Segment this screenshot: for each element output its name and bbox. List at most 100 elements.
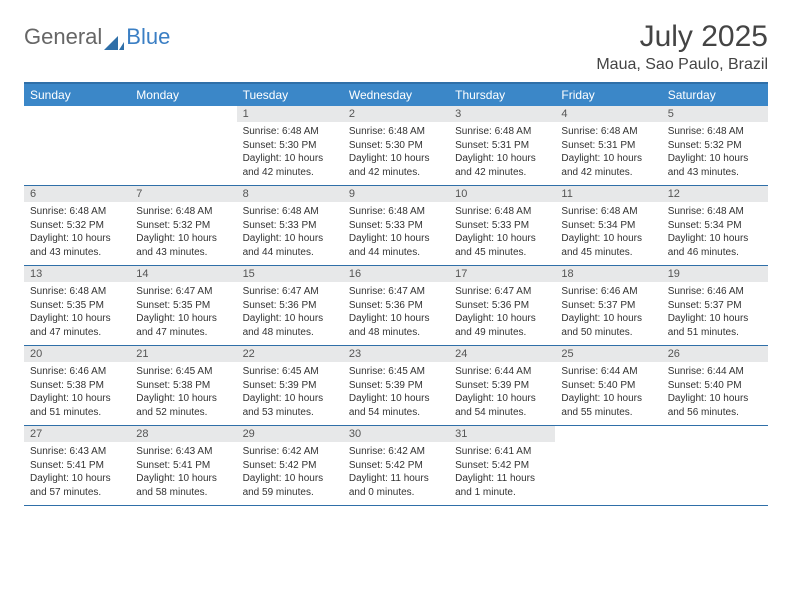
sunset-text: Sunset: 5:42 PM	[349, 459, 443, 473]
day-number: 5	[662, 106, 768, 122]
daylight-text: Daylight: 10 hours and 43 minutes.	[668, 152, 762, 179]
day-number: 24	[449, 346, 555, 362]
day-cell: Sunrise: 6:48 AMSunset: 5:33 PMDaylight:…	[343, 202, 449, 265]
day-content-row: Sunrise: 6:43 AM Sunset: 5:41 PM Daylight:…	[24, 442, 768, 505]
day-cell: Sunrise: 6:48 AMSunset: 5:35 PMDaylight:…	[24, 282, 130, 345]
daylight-text: Daylight: 10 hours and 42 minutes.	[455, 152, 549, 179]
sunrise-text: Sunrise: 6:45 AM	[243, 365, 337, 379]
daylight-text: Daylight: 11 hours and 0 minutes.	[349, 472, 443, 499]
day-number: 13	[24, 266, 130, 282]
day-number: 7	[130, 186, 236, 202]
day-cell: Sunrise: 6:41 AMSunset: 5:42 PMDaylight:…	[449, 442, 555, 505]
sunrise-text: Sunrise: 6:48 AM	[349, 125, 443, 139]
day-content-row: Sunrise: 6:46 AMSunset: 5:38 PMDaylight:…	[24, 362, 768, 425]
day-cell	[555, 442, 661, 505]
daylight-text: Daylight: 10 hours and 58 minutes.	[136, 472, 230, 499]
daylight-text: Daylight: 10 hours and 52 minutes.	[136, 392, 230, 419]
sunset-text: Sunset: 5:33 PM	[349, 219, 443, 233]
daylight-text: Daylight: 10 hours and 44 minutes.	[243, 232, 337, 259]
day-number	[555, 426, 661, 442]
day-cell: Sunrise: 6:46 AMSunset: 5:38 PMDaylight:…	[24, 362, 130, 425]
calendar: SundayMondayTuesdayWednesdayThursdayFrid…	[24, 82, 768, 506]
day-number: 8	[237, 186, 343, 202]
day-cell: Sunrise: 6:44 AMSunset: 5:40 PMDaylight:…	[662, 362, 768, 425]
logo-text-1: General	[24, 24, 102, 50]
day-cell: Sunrise: 6:47 AMSunset: 5:35 PMDaylight:…	[130, 282, 236, 345]
sunrise-text: Sunrise: 6:44 AM	[455, 365, 549, 379]
day-cell: Sunrise: 6:43 AMSunset: 5:41 PMDaylight:…	[130, 442, 236, 505]
sunrise-text: Sunrise: 6:48 AM	[561, 125, 655, 139]
day-cell	[24, 122, 130, 185]
sunset-text: Sunset: 5:42 PM	[455, 459, 549, 473]
day-header-row: SundayMondayTuesdayWednesdayThursdayFrid…	[24, 84, 768, 106]
day-content-row: Sunrise: 6:48 AMSunset: 5:30 PMDaylight:…	[24, 122, 768, 185]
day-content-row: Sunrise: 6:48 AMSunset: 5:35 PMDaylight:…	[24, 282, 768, 345]
sunrise-text: Sunrise: 6:48 AM	[243, 125, 337, 139]
day-number: 25	[555, 346, 661, 362]
day-cell	[662, 442, 768, 505]
daylight-text: Daylight: 10 hours and 54 minutes.	[455, 392, 549, 419]
sunset-text: Sunset: 5:31 PM	[455, 139, 549, 153]
sunrise-text: Sunrise: 6:42 AM	[349, 445, 443, 459]
day-header: Sunday	[24, 84, 130, 106]
sunrise-text: Sunrise: 6:47 AM	[243, 285, 337, 299]
week-row: 13141516171819Sunrise: 6:48 AMSunset: 5:…	[24, 266, 768, 346]
sunset-text: Sunset: 5:41 PM	[30, 459, 124, 473]
daylight-text: Daylight: 10 hours and 55 minutes.	[561, 392, 655, 419]
sunrise-text: Sunrise: 6:48 AM	[668, 125, 762, 139]
daylight-text: Daylight: 10 hours and 47 minutes.	[30, 312, 124, 339]
sunrise-text: Sunrise: 6:45 AM	[136, 365, 230, 379]
day-number: 3	[449, 106, 555, 122]
day-number: 28	[130, 426, 236, 442]
sunrise-text: Sunrise: 6:47 AM	[136, 285, 230, 299]
sunset-text: Sunset: 5:33 PM	[243, 219, 337, 233]
day-number: 26	[662, 346, 768, 362]
sunrise-text: Sunrise: 6:48 AM	[668, 205, 762, 219]
logo-text-2: Blue	[126, 24, 170, 50]
sunset-text: Sunset: 5:42 PM	[243, 459, 337, 473]
sunset-text: Sunset: 5:40 PM	[668, 379, 762, 393]
logo: General Blue	[24, 24, 170, 50]
day-cell: Sunrise: 6:46 AMSunset: 5:37 PMDaylight:…	[662, 282, 768, 345]
day-number-row: 6789101112	[24, 186, 768, 202]
day-cell: Sunrise: 6:48 AMSunset: 5:34 PMDaylight:…	[555, 202, 661, 265]
sunset-text: Sunset: 5:35 PM	[30, 299, 124, 313]
sunset-text: Sunset: 5:30 PM	[243, 139, 337, 153]
day-number: 12	[662, 186, 768, 202]
sunset-text: Sunset: 5:31 PM	[561, 139, 655, 153]
day-number: 29	[237, 426, 343, 442]
day-number: 19	[662, 266, 768, 282]
day-cell	[130, 122, 236, 185]
day-header: Monday	[130, 84, 236, 106]
day-number: 14	[130, 266, 236, 282]
day-cell: Sunrise: 6:43 AMSunset: 5:41 PMDaylight:…	[24, 442, 130, 505]
sunrise-text: Sunrise: 6:47 AM	[455, 285, 549, 299]
daylight-text: Daylight: 10 hours and 56 minutes.	[668, 392, 762, 419]
sunrise-text: Sunrise: 6:44 AM	[561, 365, 655, 379]
day-cell: Sunrise: 6:48 AMSunset: 5:32 PMDaylight:…	[24, 202, 130, 265]
day-cell: Sunrise: 6:45 AMSunset: 5:38 PMDaylight:…	[130, 362, 236, 425]
sunrise-text: Sunrise: 6:48 AM	[30, 285, 124, 299]
daylight-text: Daylight: 10 hours and 47 minutes.	[136, 312, 230, 339]
day-cell: Sunrise: 6:48 AMSunset: 5:32 PMDaylight:…	[662, 122, 768, 185]
day-number: 1	[237, 106, 343, 122]
sunset-text: Sunset: 5:40 PM	[561, 379, 655, 393]
day-cell: Sunrise: 6:48 AMSunset: 5:33 PMDaylight:…	[449, 202, 555, 265]
sunset-text: Sunset: 5:38 PM	[30, 379, 124, 393]
day-number: 9	[343, 186, 449, 202]
day-number-row: 12345	[24, 106, 768, 122]
day-number: 27	[24, 426, 130, 442]
sunrise-text: Sunrise: 6:48 AM	[455, 205, 549, 219]
sunrise-text: Sunrise: 6:46 AM	[668, 285, 762, 299]
daylight-text: Daylight: 10 hours and 48 minutes.	[349, 312, 443, 339]
sunset-text: Sunset: 5:39 PM	[455, 379, 549, 393]
week-row: 2728293031 Sunrise: 6:43 AM Sunset: 5:41 …	[24, 426, 768, 506]
sunrise-text: Sunrise: 6:43 AM	[136, 445, 230, 459]
daylight-text: Daylight: 10 hours and 42 minutes.	[561, 152, 655, 179]
day-number-row: 2728293031	[24, 426, 768, 442]
sunset-text: Sunset: 5:38 PM	[136, 379, 230, 393]
daylight-text: Daylight: 10 hours and 42 minutes.	[243, 152, 337, 179]
day-cell: Sunrise: 6:48 AMSunset: 5:33 PMDaylight:…	[237, 202, 343, 265]
sunset-text: Sunset: 5:36 PM	[349, 299, 443, 313]
day-header: Tuesday	[237, 84, 343, 106]
